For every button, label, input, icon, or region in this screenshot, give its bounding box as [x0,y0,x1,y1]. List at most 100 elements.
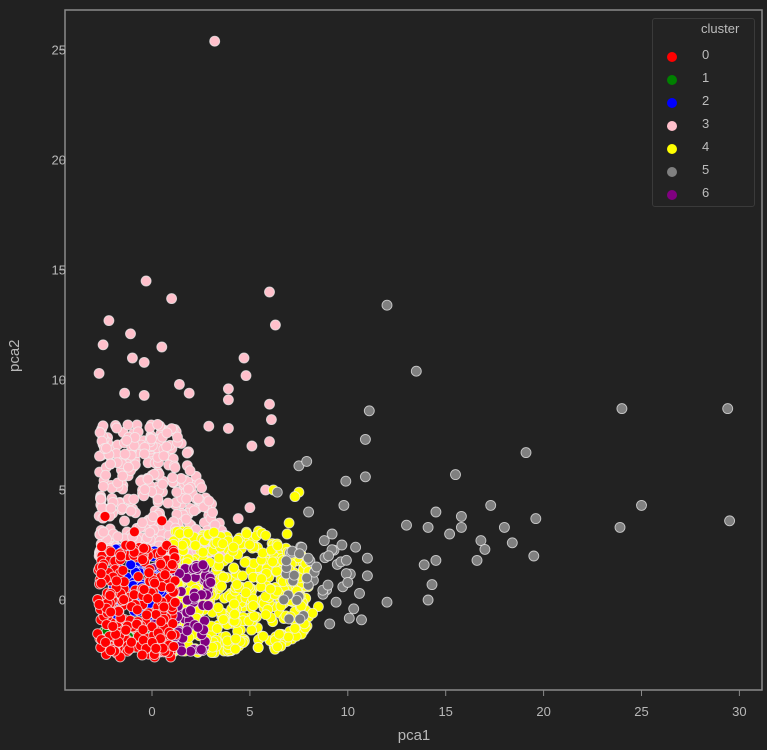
data-point-cluster-5 [485,499,497,511]
data-point-cluster-3 [97,339,109,351]
data-point-cluster-5 [301,572,313,584]
data-point-cluster-3 [138,389,150,401]
data-point-cluster-4 [289,622,301,634]
data-point-cluster-4 [289,491,301,503]
data-point-cluster-5 [471,554,483,566]
data-point-cluster-0 [96,541,108,553]
data-point-cluster-3 [192,493,204,505]
data-point-cluster-0 [164,582,176,594]
data-point-cluster-6 [185,605,196,617]
data-point-cluster-4 [244,539,256,551]
data-point-cluster-4 [197,546,209,558]
data-point-cluster-5 [338,499,350,511]
data-point-cluster-5 [359,471,371,483]
data-point-cluster-3 [119,448,131,460]
data-point-cluster-0 [107,620,119,632]
legend-item-cluster-5: 5 [653,161,754,181]
data-point-cluster-5 [326,528,338,540]
data-point-cluster-4 [211,623,223,634]
data-point-cluster-3 [182,483,194,495]
data-point-cluster-4 [228,562,240,574]
legend-item-cluster-1: 1 [653,69,754,89]
legend-label: 5 [702,162,710,177]
data-point-cluster-5 [294,548,305,560]
data-point-cluster-0 [158,601,170,613]
data-point-cluster-3 [184,465,196,477]
data-point-cluster-0 [143,567,155,579]
data-point-cluster-3 [181,493,193,505]
data-point-cluster-3 [203,495,215,507]
data-point-cluster-5 [283,613,295,625]
data-point-cluster-5 [455,510,467,522]
data-point-cluster-3 [162,497,174,509]
data-point-cluster-4 [177,539,188,551]
data-point-cluster-0 [131,604,143,616]
data-point-cluster-5 [294,613,306,625]
data-point-cluster-4 [228,541,239,553]
data-point-cluster-3 [104,458,116,470]
data-point-cluster-0 [137,554,149,566]
data-point-cluster-5 [520,447,532,459]
data-point-cluster-3 [264,398,275,410]
data-point-cluster-3 [157,478,169,490]
data-point-cluster-5 [426,579,438,591]
data-point-cluster-3 [112,531,124,543]
data-point-cluster-3 [244,502,256,514]
x-tick-label: 30 [732,704,747,719]
data-point-cluster-6 [185,645,197,657]
data-point-cluster-5 [528,550,540,562]
data-point-cluster-4 [246,624,257,636]
data-point-cluster-5 [479,543,491,555]
x-tick-label: 25 [634,704,649,719]
data-point-cluster-4 [217,571,229,583]
data-point-cluster-5 [323,550,335,562]
data-point-cluster-5 [498,521,510,533]
data-point-cluster-3 [145,433,157,445]
data-point-cluster-5 [336,539,348,551]
data-point-cluster-5 [361,552,373,564]
data-point-cluster-5 [506,537,518,549]
y-tick-label: 25 [51,42,66,58]
data-point-cluster-3 [122,461,134,473]
data-point-cluster-0 [138,584,150,595]
data-point-cluster-4 [281,528,293,540]
data-point-cluster-3 [125,328,136,340]
data-point-cluster-0 [115,550,127,562]
data-point-cluster-3 [188,505,200,517]
legend-marker-icon [667,75,677,85]
data-point-cluster-0 [111,575,122,587]
data-point-cluster-4 [240,587,252,599]
data-point-cluster-5 [422,594,434,606]
legend-item-cluster-3: 3 [653,115,754,135]
data-point-cluster-5 [340,568,352,580]
data-point-cluster-4 [271,565,283,577]
legend-marker-icon [667,52,677,62]
data-point-cluster-5 [724,515,736,527]
y-tick-label: 20 [51,152,66,168]
data-point-cluster-0 [93,598,105,610]
data-point-cluster-3 [147,511,159,523]
data-point-cluster-3 [121,434,133,446]
data-point-cluster-3 [169,462,181,474]
data-point-cluster-5 [271,486,283,498]
data-point-cluster-4 [231,579,243,590]
legend-label: 0 [702,47,710,62]
data-point-cluster-5 [324,618,336,630]
data-point-cluster-5 [356,614,367,626]
data-point-cluster-5 [278,594,290,606]
data-point-cluster-0 [100,636,111,648]
data-point-cluster-5 [291,594,303,606]
data-point-cluster-5 [348,603,360,615]
data-point-cluster-6 [202,600,214,612]
legend-marker-icon [667,167,677,177]
data-point-cluster-5 [363,405,375,417]
data-points [92,35,736,663]
data-point-cluster-5 [342,576,354,588]
legend-label: 3 [702,116,710,131]
data-point-cluster-4 [189,540,201,551]
data-point-cluster-0 [118,594,130,606]
data-point-cluster-0 [95,577,107,589]
data-point-cluster-5 [343,612,355,624]
data-point-cluster-0 [125,636,137,648]
data-point-cluster-0 [138,542,150,554]
